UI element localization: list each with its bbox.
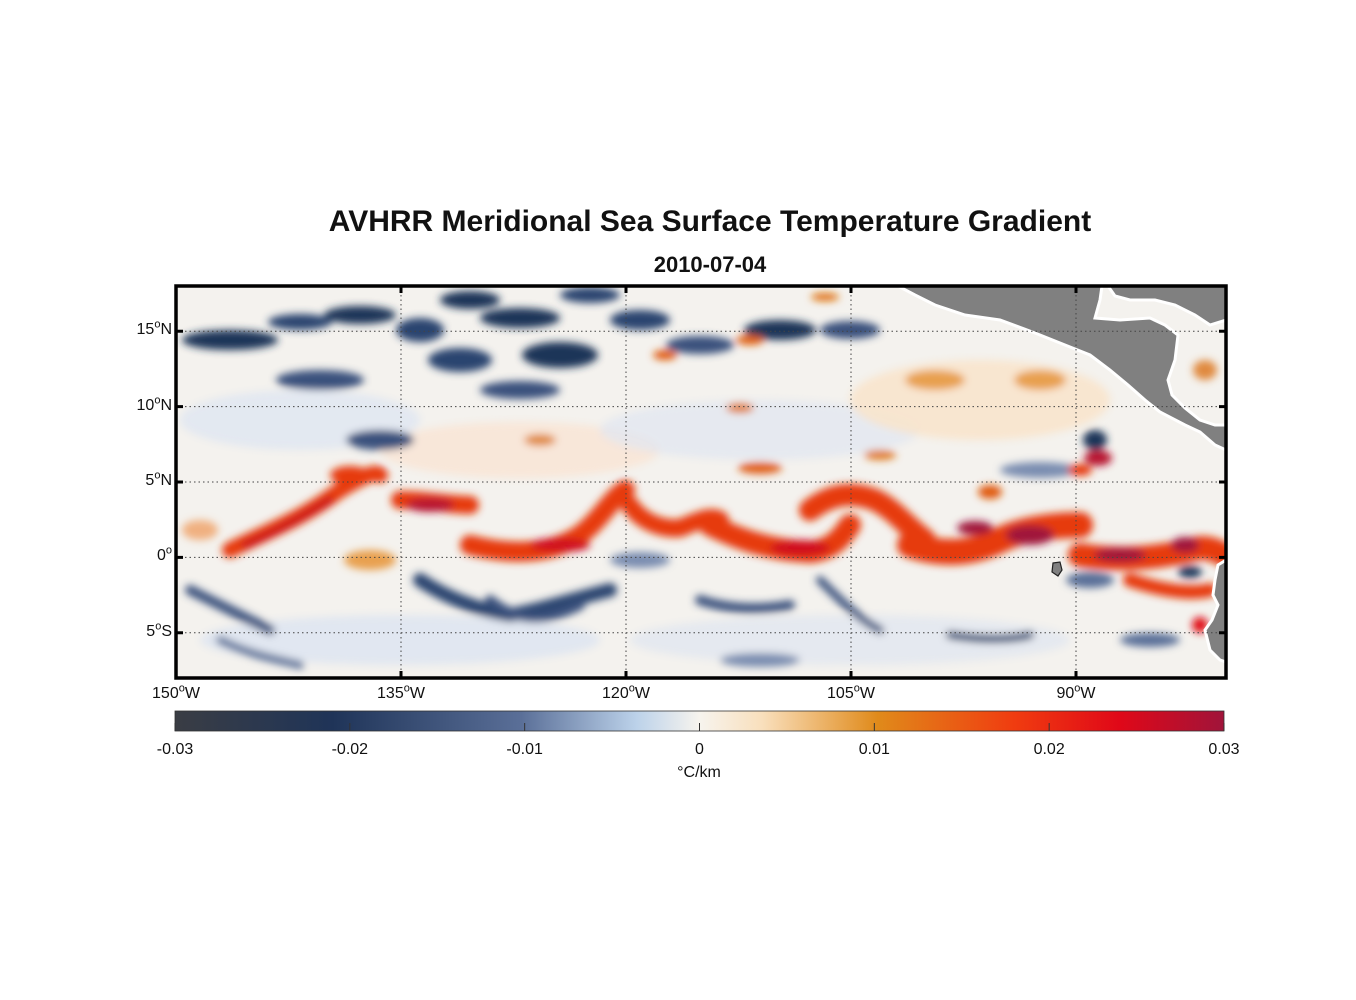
lon-tick-label: 120oW [602,682,650,702]
colorbar-tick-label: 0.01 [858,741,890,758]
chart-title: AVHRR Meridional Sea Surface Temperature… [328,205,1092,238]
chart-subtitle: 2010-07-04 [653,252,767,277]
colorbar-tick-label: -0.02 [331,741,369,758]
lat-tick-label: 15oN [136,318,172,339]
frame-ticks [174,286,1226,678]
lat-tick-label: 5oN [145,469,172,489]
lat-tick-label: 0o [156,545,172,565]
lon-tick-label: 135oW [377,682,425,702]
colorbar-unit: °C/km [677,764,721,781]
lat-tick-label: 5oS [146,620,172,640]
sst-gradient-field [176,286,1226,678]
colorbar-tick-label: 0.02 [1033,741,1065,758]
colorbar-tick-label: 0.03 [1208,741,1240,758]
land-masses [897,286,1226,664]
lon-tick-label: 105oW [827,682,875,702]
lon-tick-label: 90oW [1056,682,1096,702]
lon-tick-label: 150oW [152,682,200,702]
colorbar-tick-label: -0.01 [506,741,543,758]
colorbar-tick-label: 0 [695,741,704,758]
colorbar-ticks [174,723,1225,731]
lat-tick-label: 10oN [136,394,172,414]
colorbar-tick-label: -0.03 [156,741,194,758]
